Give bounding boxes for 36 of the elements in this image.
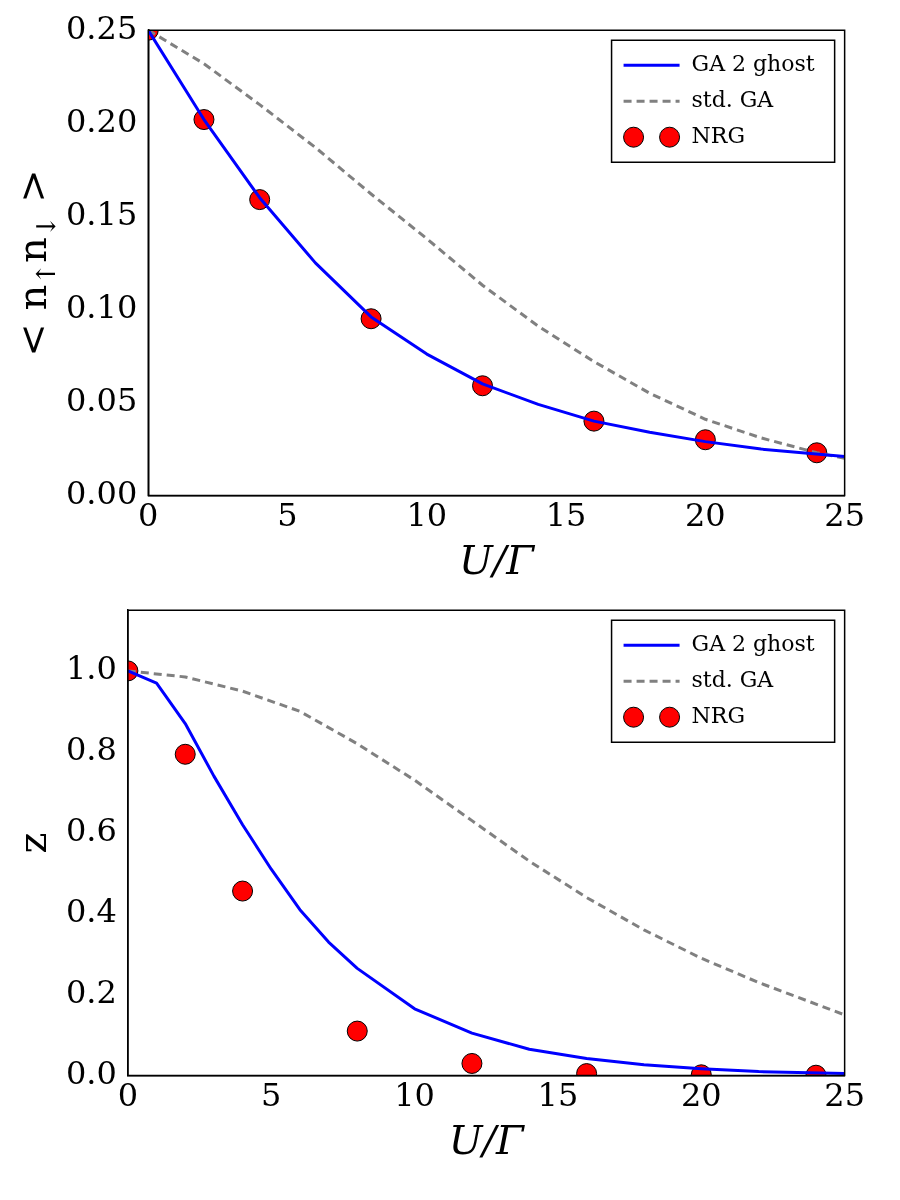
y-tick-label: 0.10 — [66, 287, 138, 326]
y-tick-label: 0.6 — [66, 811, 117, 850]
y-tick-label: 0.05 — [66, 380, 138, 419]
x-tick-label: 5 — [277, 496, 298, 535]
legend-label: GA 2 ghost — [691, 630, 815, 656]
y-tick-label: 0.20 — [66, 101, 138, 140]
y-tick-label: 0.4 — [66, 892, 117, 931]
x-tick-label: 10 — [394, 1076, 435, 1115]
x-tick-label: 15 — [537, 1076, 579, 1115]
legend-label: std. GA — [691, 666, 775, 692]
y-tick-label: 0.25 — [66, 8, 138, 47]
x-tick-label: 25 — [824, 1076, 865, 1115]
legend-label: NRG — [691, 702, 745, 728]
y-axis-title: z — [9, 832, 56, 854]
x-tick-label: 5 — [261, 1076, 282, 1115]
x-tick-label: 15 — [545, 496, 587, 535]
legend-label: std. GA — [691, 86, 775, 112]
y-axis-title: < n↑n↓ > — [9, 169, 61, 357]
y-tick-label: 0.0 — [66, 1053, 117, 1092]
legend-label: GA 2 ghost — [691, 50, 815, 76]
x-axis-title: U/Γ — [458, 537, 536, 584]
x-axis-title: U/Γ — [448, 1117, 525, 1164]
x-tick-label: 25 — [824, 496, 865, 535]
y-tick-label: 1.0 — [66, 649, 117, 688]
y-tick-label: 0.2 — [66, 972, 117, 1011]
point — [232, 880, 254, 902]
y-tick-label: 0.8 — [66, 730, 117, 769]
x-tick-label: 20 — [685, 496, 726, 535]
x-tick-label: 0 — [138, 496, 159, 535]
y-tick-label: 0.15 — [66, 194, 138, 233]
legend-label: NRG — [691, 122, 745, 148]
x-tick-label: 10 — [406, 496, 448, 535]
x-tick-label: 0 — [117, 1076, 139, 1115]
y-tick-label: 0.00 — [66, 473, 138, 512]
x-tick-label: 20 — [680, 1076, 722, 1115]
point — [174, 743, 196, 765]
